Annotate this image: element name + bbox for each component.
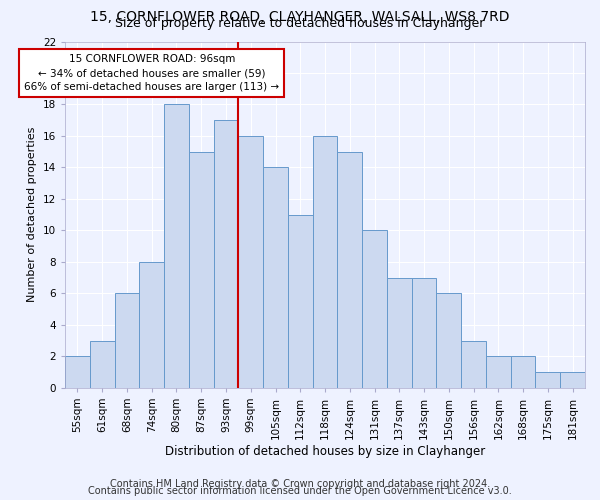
Bar — [313, 136, 337, 388]
Bar — [189, 152, 214, 388]
Text: 15, CORNFLOWER ROAD, CLAYHANGER, WALSALL, WS8 7RD: 15, CORNFLOWER ROAD, CLAYHANGER, WALSALL… — [90, 10, 510, 24]
Text: Size of property relative to detached houses in Clayhanger: Size of property relative to detached ho… — [115, 18, 485, 30]
Bar — [511, 356, 535, 388]
Bar — [412, 278, 436, 388]
Bar — [535, 372, 560, 388]
Bar — [362, 230, 387, 388]
Bar — [387, 278, 412, 388]
Bar — [560, 372, 585, 388]
Bar — [486, 356, 511, 388]
Text: Contains HM Land Registry data © Crown copyright and database right 2024.: Contains HM Land Registry data © Crown c… — [110, 479, 490, 489]
Bar — [139, 262, 164, 388]
Text: Contains public sector information licensed under the Open Government Licence v3: Contains public sector information licen… — [88, 486, 512, 496]
Bar — [164, 104, 189, 388]
Bar — [115, 294, 139, 388]
Bar — [90, 340, 115, 388]
X-axis label: Distribution of detached houses by size in Clayhanger: Distribution of detached houses by size … — [165, 444, 485, 458]
Bar — [263, 168, 288, 388]
Bar — [436, 294, 461, 388]
Text: 15 CORNFLOWER ROAD: 96sqm
← 34% of detached houses are smaller (59)
66% of semi-: 15 CORNFLOWER ROAD: 96sqm ← 34% of detac… — [24, 54, 279, 92]
Bar — [214, 120, 238, 388]
Bar — [288, 214, 313, 388]
Bar — [337, 152, 362, 388]
Y-axis label: Number of detached properties: Number of detached properties — [27, 127, 37, 302]
Bar — [238, 136, 263, 388]
Bar — [65, 356, 90, 388]
Bar — [461, 340, 486, 388]
